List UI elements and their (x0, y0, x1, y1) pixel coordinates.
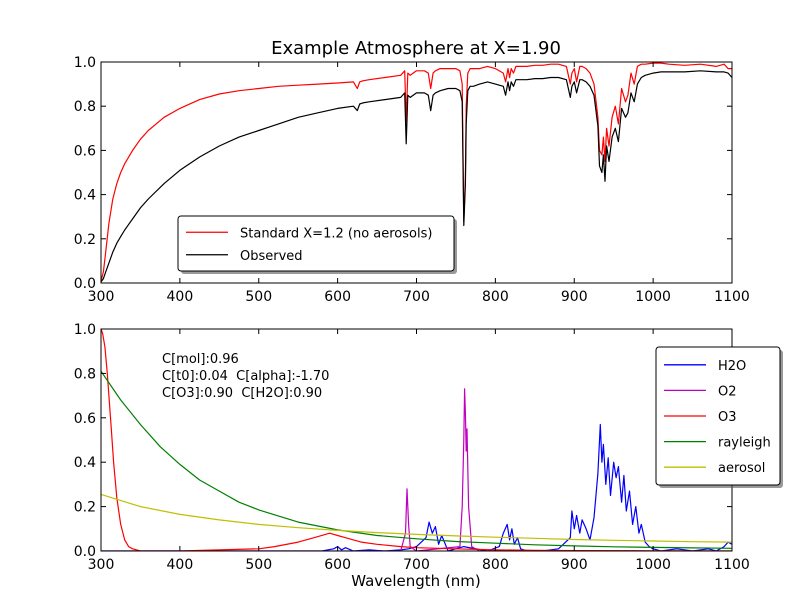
legend-label-o2: O2 (718, 384, 737, 399)
x-tick-label: 600 (324, 557, 351, 573)
y-tick-label: 0.4 (74, 188, 96, 204)
series-line-observed (101, 70, 732, 283)
legend-label-rayleigh: rayleigh (718, 436, 771, 451)
x-axis-label: Wavelength (nm) (351, 572, 481, 590)
legend-box (655, 346, 781, 486)
y-tick-label: 0.6 (74, 411, 96, 427)
legend-label-standard-x-1-2-no-aerosols: Standard X=1.2 (no aerosols) (240, 226, 432, 241)
y-tick-label: 0.8 (74, 366, 96, 382)
y-tick-label: 1.0 (74, 322, 96, 338)
x-tick-label: 1100 (714, 557, 750, 573)
bottom-axes: 300 400 500 600 700 800 900 1000 1100 0.0 0.2 0.4 0.… (74, 322, 783, 573)
x-tick-label: 300 (88, 557, 115, 573)
x-tick-label: 800 (482, 289, 509, 305)
coefficient-annotations: C[mol]:0.96 C[t0]:0.04 C[alpha]:-1.70 C[O3… (162, 352, 329, 401)
series-line-o2 (101, 388, 732, 551)
x-tick-label: 700 (403, 289, 430, 305)
annotation-line: C[O3]:0.90 C[H2O]:0.90 (162, 386, 322, 401)
y-tick-label: 0.2 (74, 232, 96, 248)
legend-box (177, 215, 455, 272)
series-line-aerosol (101, 493, 732, 543)
bottom-legend: H2O O2 O3 rayleigh aerosol (655, 346, 783, 488)
top-legend: Standard X=1.2 (no aerosols) Observed (177, 215, 457, 274)
y-tick-label: 1.0 (74, 55, 96, 71)
x-tick-label: 500 (245, 289, 272, 305)
annotation-line: C[t0]:0.04 C[alpha]:-1.70 (162, 369, 329, 384)
x-tick-label: 400 (167, 289, 194, 305)
legend-label-h2o: H2O (718, 359, 746, 374)
y-tick-label: 0.0 (74, 276, 96, 292)
legend-label-aerosol: aerosol (718, 461, 765, 476)
x-tick-label: 1100 (714, 289, 750, 305)
x-tick-label: 300 (88, 289, 115, 305)
x-tick-label: 500 (245, 557, 272, 573)
bottom-plot-area (101, 329, 732, 551)
chart-title: Example Atmosphere at X=1.90 (271, 38, 561, 59)
y-tick-label: 0.6 (74, 143, 96, 159)
x-tick-label: 700 (403, 557, 430, 573)
legend-label-o3: O3 (718, 410, 737, 425)
top-axes: 300 400 500 600 700 800 900 1000 1100 0.0 0.2 0.4 0.… (74, 55, 750, 305)
y-tick-label: 0.2 (74, 500, 96, 516)
x-tick-label: 800 (482, 557, 509, 573)
x-tick-label: 1000 (635, 289, 671, 305)
x-tick-label: 600 (324, 289, 351, 305)
x-tick-label: 900 (561, 289, 588, 305)
x-tick-label: 1000 (635, 557, 671, 573)
legend-label-observed: Observed (240, 249, 303, 264)
series-line-standard-x-1-2-no-aerosols (101, 62, 732, 281)
y-tick-label: 0.8 (74, 99, 96, 115)
x-tick-label: 900 (561, 557, 588, 573)
y-tick-label: 0.4 (74, 455, 96, 471)
series-line-o3 (101, 329, 732, 551)
x-tick-label: 400 (167, 557, 194, 573)
annotation-line: C[mol]:0.96 (162, 352, 239, 367)
y-tick-label: 0.0 (74, 544, 96, 560)
